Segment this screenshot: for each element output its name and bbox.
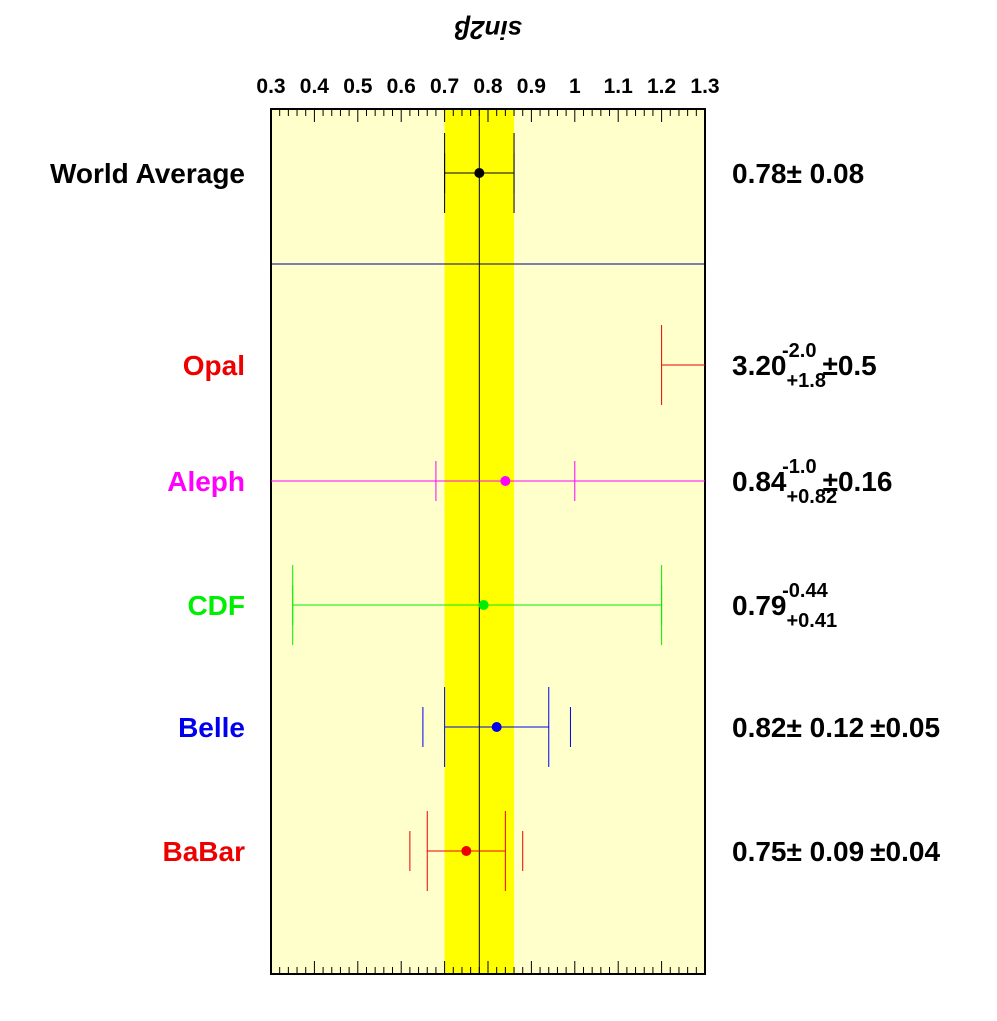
tick-label: 0.9 bbox=[517, 75, 546, 98]
tick-label: 0.7 bbox=[430, 75, 459, 98]
row-cdf: CDF 0.79+0.41-0.44 bbox=[187, 565, 837, 645]
tick-label: 0.3 bbox=[256, 75, 285, 98]
tick-label: 0.4 bbox=[300, 75, 330, 98]
axis-tick-labels: 0.3 0.4 0.5 0.6 0.7 0.8 0.9 1 1.1 1.2 1.3 bbox=[256, 75, 719, 98]
tick-label: 1.3 bbox=[690, 75, 719, 98]
data-point bbox=[478, 600, 489, 610]
tick-label: 0.8 bbox=[473, 75, 503, 98]
row-label: Belle bbox=[178, 712, 245, 743]
row-label: BaBar bbox=[163, 836, 246, 867]
row-value: 0.78± 0.08 bbox=[732, 158, 864, 189]
row-label: CDF bbox=[187, 590, 245, 621]
row-label: World Average bbox=[50, 158, 245, 189]
data-point bbox=[474, 168, 485, 178]
tick-label: 1.1 bbox=[604, 75, 634, 98]
tick-label: 0.5 bbox=[343, 75, 373, 98]
axis-title: sin2β bbox=[454, 15, 522, 45]
row-label: Aleph bbox=[167, 466, 245, 497]
row-babar: BaBar 0.75± 0.09 ±0.04 bbox=[163, 811, 940, 891]
row-world-average: World Average 0.78± 0.08 bbox=[50, 133, 864, 213]
row-value: 0.82± 0.12 ±0.05 bbox=[732, 712, 940, 743]
data-point bbox=[500, 476, 511, 486]
row-opal: Opal 3.20+1.8-2.0 ±0.5 bbox=[183, 325, 877, 405]
axis-ticks bbox=[270, 109, 706, 974]
tick-label: 1 bbox=[569, 75, 581, 98]
row-value: 3.20+1.8-2.0 ±0.5 bbox=[732, 340, 877, 392]
row-label: Opal bbox=[183, 350, 245, 381]
row-value: 0.79+0.41-0.44 bbox=[732, 580, 837, 632]
data-point bbox=[491, 722, 502, 732]
row-value: 0.75± 0.09 ±0.04 bbox=[732, 836, 940, 867]
row-value: 0.84+0.82-1.0 ±0.16 bbox=[732, 456, 892, 508]
tick-label: 0.6 bbox=[387, 75, 416, 98]
tick-label: 1.2 bbox=[647, 75, 676, 98]
row-belle: Belle 0.82± 0.12 ±0.05 bbox=[178, 687, 940, 767]
row-aleph: Aleph 0.84+0.82-1.0 ±0.16 bbox=[167, 456, 892, 508]
data-point bbox=[461, 846, 472, 856]
measurement-rows: World Average 0.78± 0.08 Opal 3.20+1.8-2.0 ±… bbox=[50, 133, 940, 891]
